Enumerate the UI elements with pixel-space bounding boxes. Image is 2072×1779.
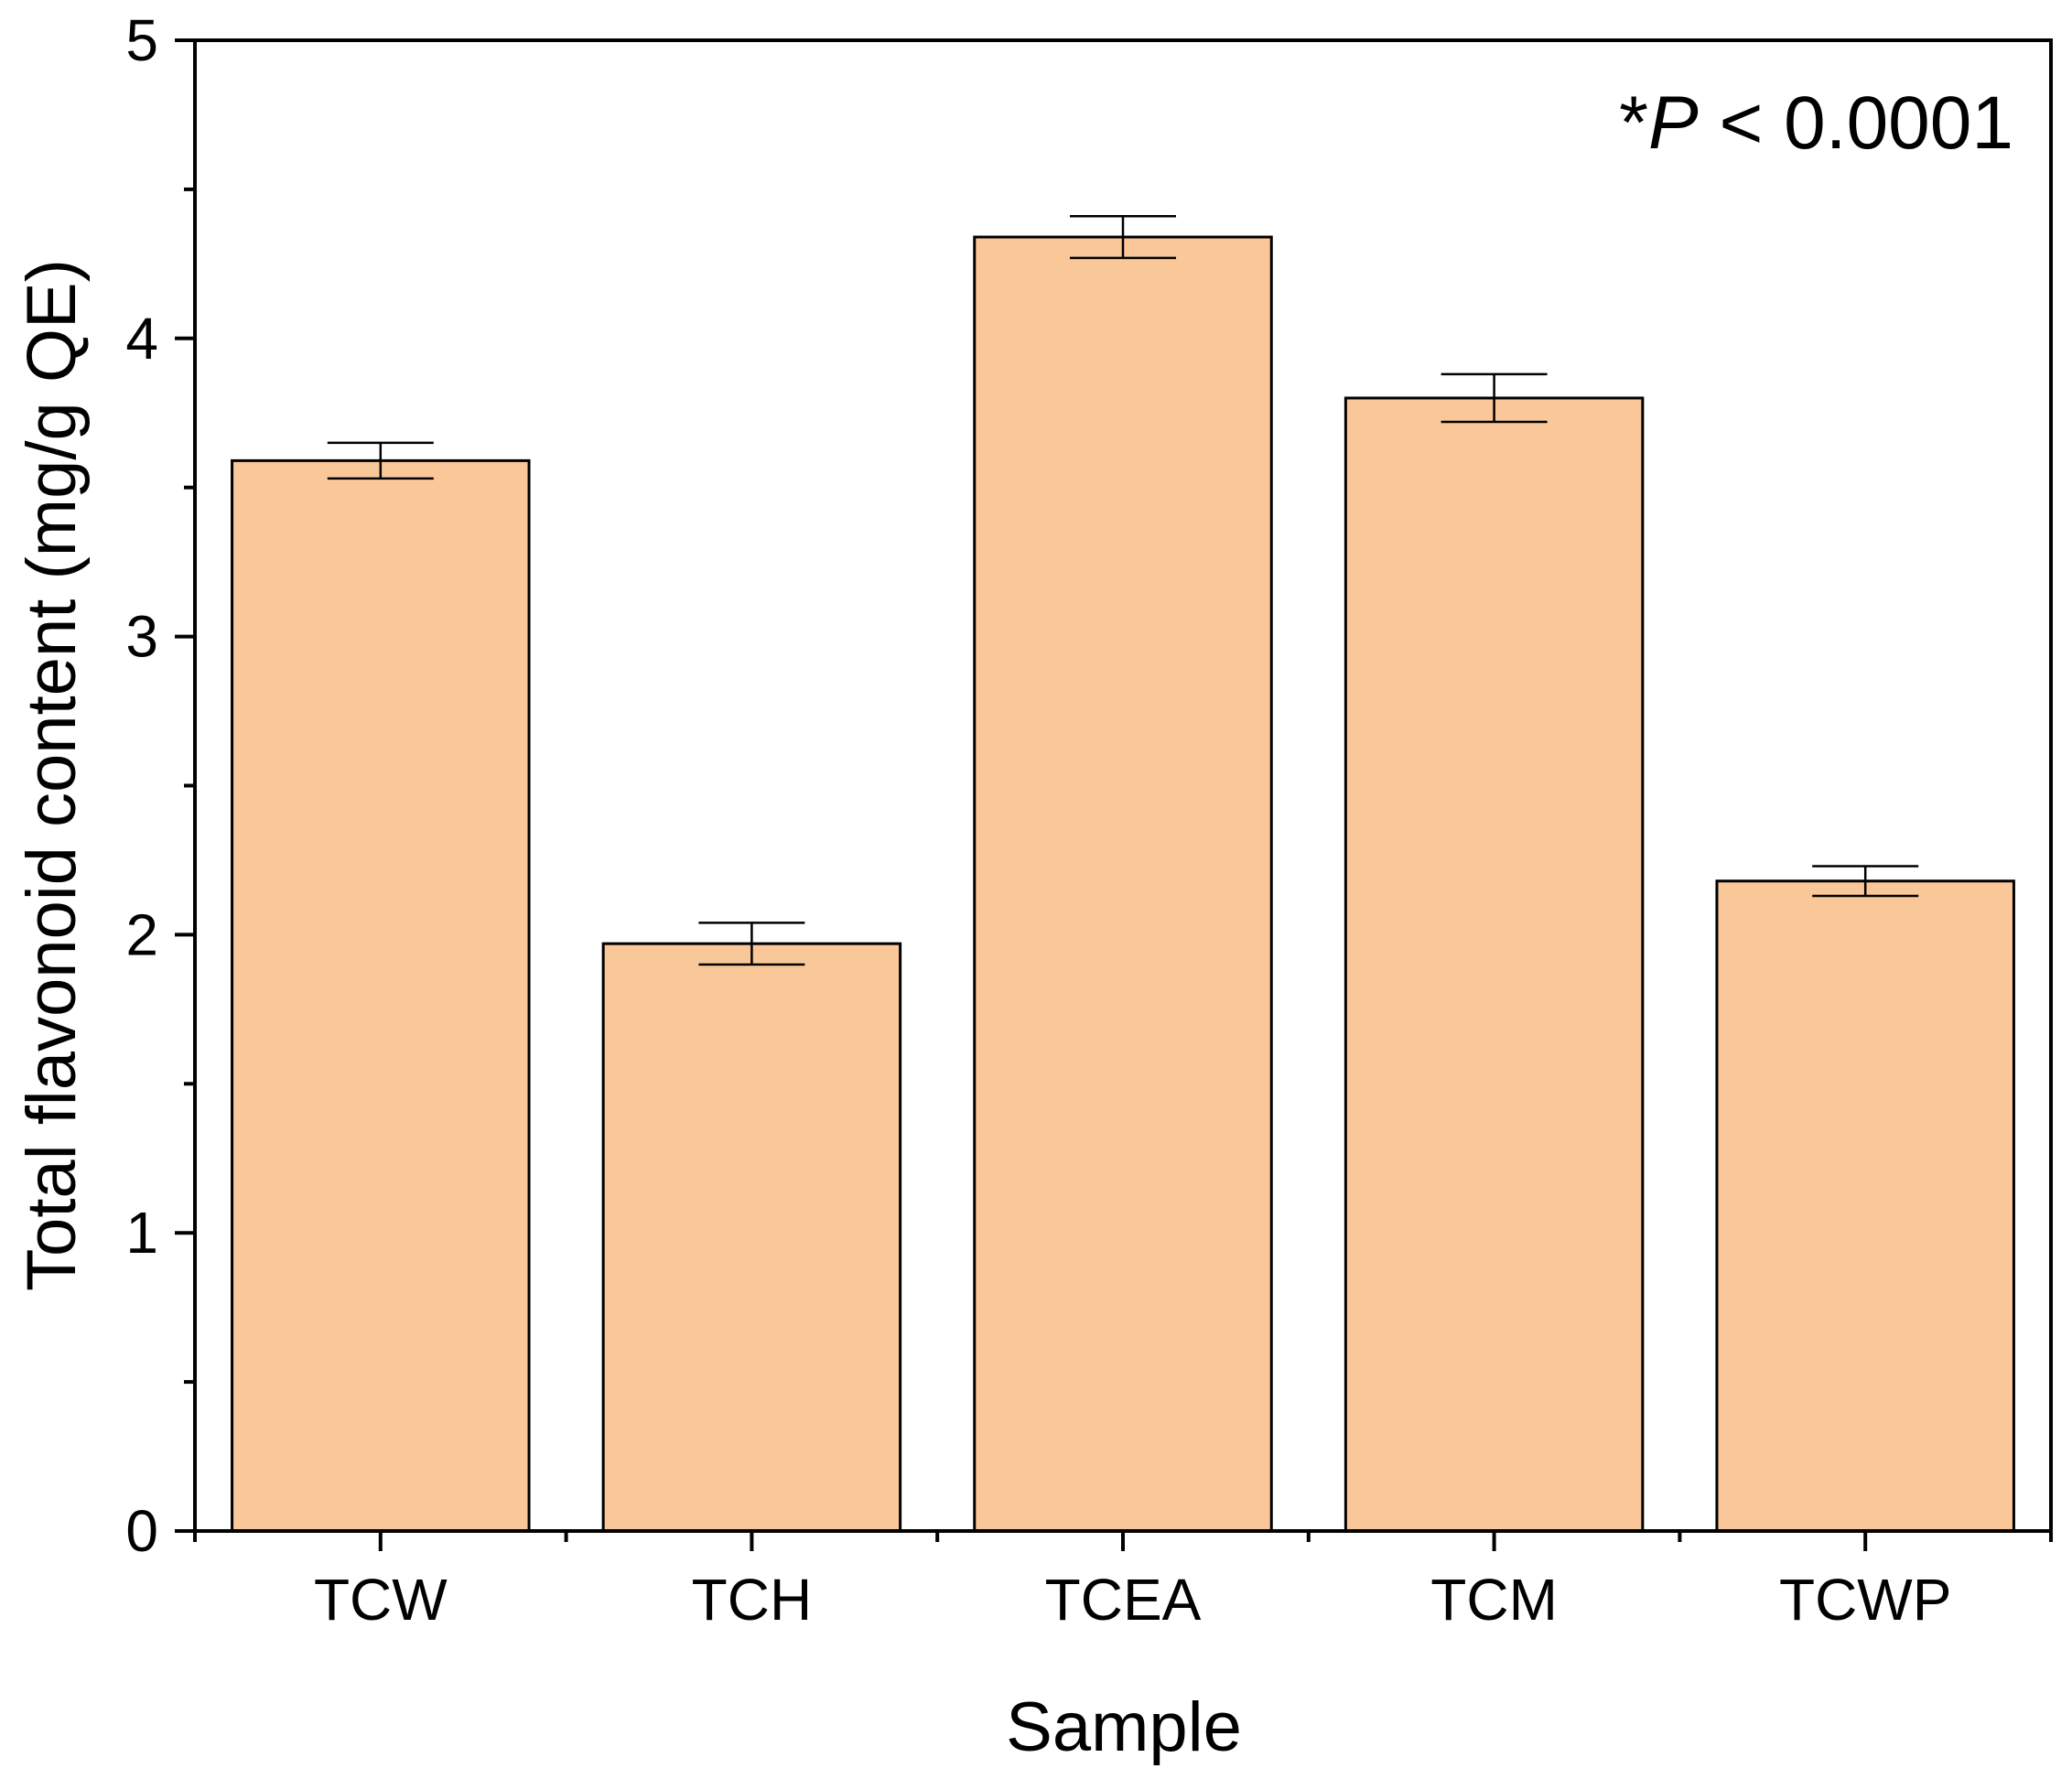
error-bars-layer: [327, 214, 1919, 966]
x-axis-title: Sample: [1006, 1688, 1242, 1766]
x-tick-label: TCWP: [1779, 1567, 1951, 1633]
error-bar-tcm: [1441, 372, 1548, 424]
bar-tcwp: [1715, 879, 2015, 1533]
p-value-annotation: *P < 0.0001: [1619, 81, 2013, 165]
x-tick-label: TCEA: [1045, 1567, 1202, 1633]
y-tick-label: 2: [125, 901, 158, 967]
bar-tcw: [231, 458, 531, 1533]
x-tick-label: TCM: [1430, 1567, 1558, 1633]
bar-tcea: [973, 235, 1273, 1533]
y-axis-ticks: 0 1 2 3 4 5: [125, 7, 195, 1564]
annotation-italic: P: [1648, 81, 1699, 165]
error-bar-tcwp: [1812, 865, 1919, 898]
error-bar-tcea: [1070, 214, 1176, 260]
y-axis-title: Total flavonoid content (mg/g QE): [13, 259, 91, 1291]
x-tick-label: TCH: [692, 1567, 813, 1633]
y-tick-label: 1: [125, 1200, 158, 1266]
y-tick-label: 0: [125, 1498, 158, 1564]
annotation-prefix: *: [1619, 81, 1648, 165]
error-bar-tcw: [327, 441, 434, 480]
y-tick-label: 5: [125, 7, 158, 73]
x-tick-label: TCW: [314, 1567, 448, 1633]
y-tick-label: 4: [125, 306, 158, 372]
x-axis-ticks: TCW TCH TCEA TCM TCWP: [193, 1531, 2053, 1633]
y-tick-label: 3: [125, 604, 158, 670]
annotation-suffix: < 0.0001: [1699, 81, 2013, 165]
bar-tch: [601, 942, 902, 1533]
bar-tcm: [1344, 396, 1645, 1533]
bars-layer: [231, 235, 2015, 1533]
error-bar-tch: [698, 922, 805, 966]
